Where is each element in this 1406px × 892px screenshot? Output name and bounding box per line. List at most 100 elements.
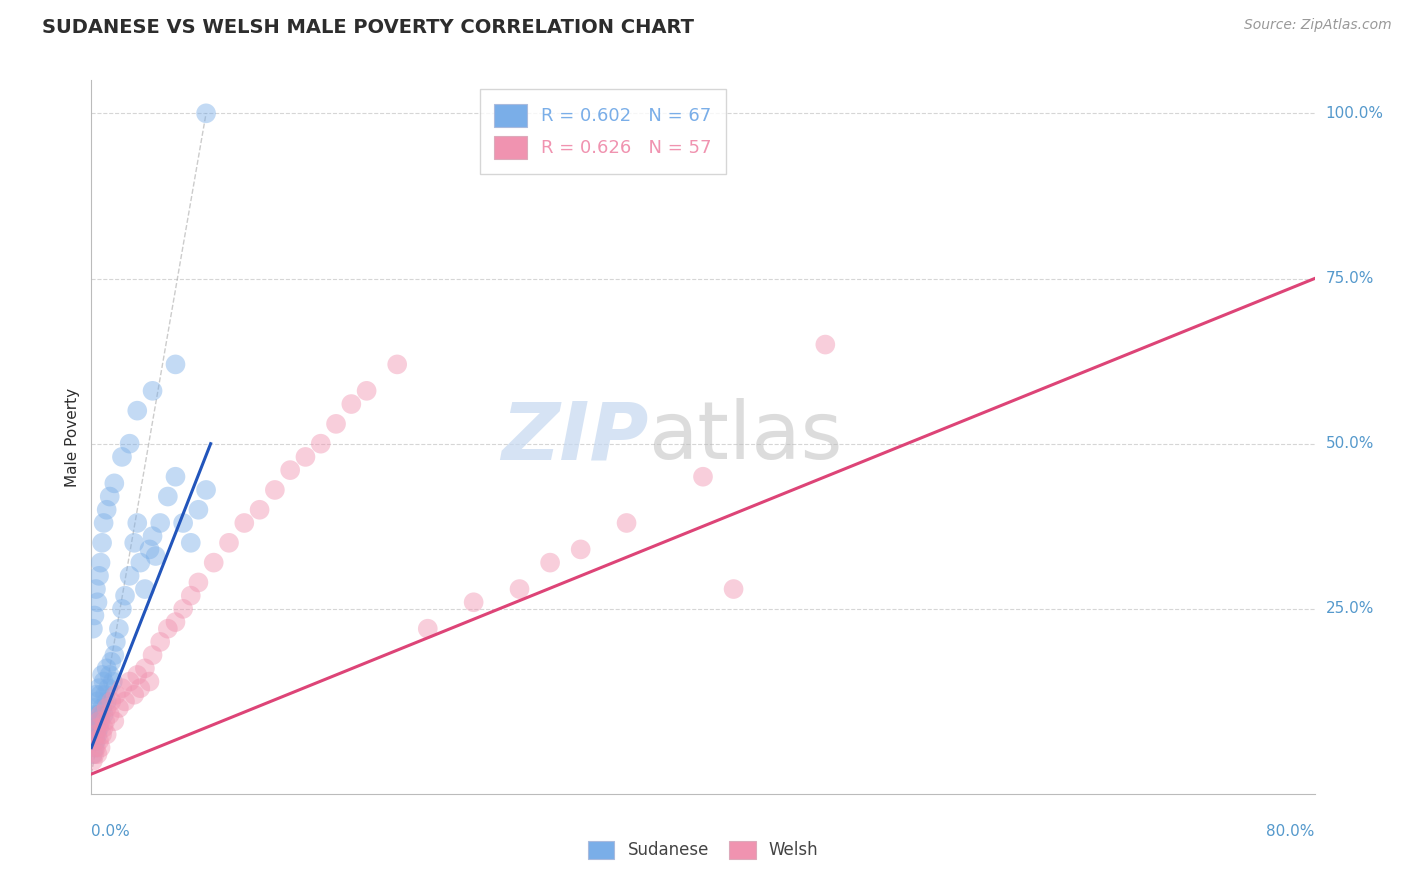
Point	[187, 502, 209, 516]
Point	[84, 721, 107, 735]
Point	[91, 701, 114, 715]
Point	[86, 595, 108, 609]
Point	[127, 668, 149, 682]
Point	[180, 589, 202, 603]
Text: 75.0%: 75.0%	[1326, 271, 1374, 286]
Point	[84, 727, 107, 741]
Point	[87, 734, 110, 748]
Point	[83, 747, 105, 762]
Point	[416, 622, 439, 636]
Point	[138, 674, 160, 689]
Point	[111, 602, 134, 616]
Point	[83, 608, 105, 623]
Point	[309, 436, 332, 450]
Point	[141, 384, 163, 398]
Text: atlas: atlas	[648, 398, 842, 476]
Point	[87, 569, 110, 583]
Point	[692, 469, 714, 483]
Point	[141, 648, 163, 662]
Point	[202, 556, 225, 570]
Point	[87, 714, 110, 729]
Point	[82, 747, 104, 762]
Point	[83, 740, 105, 755]
Legend: Sudanese, Welsh: Sudanese, Welsh	[579, 832, 827, 868]
Point	[84, 734, 107, 748]
Point	[101, 674, 124, 689]
Point	[356, 384, 378, 398]
Point	[138, 542, 160, 557]
Y-axis label: Male Poverty: Male Poverty	[65, 387, 80, 487]
Point	[94, 688, 117, 702]
Point	[616, 516, 638, 530]
Text: Source: ZipAtlas.com: Source: ZipAtlas.com	[1244, 18, 1392, 32]
Text: ZIP: ZIP	[501, 398, 648, 476]
Point	[114, 694, 136, 708]
Point	[91, 536, 114, 550]
Point	[100, 655, 122, 669]
Point	[172, 602, 194, 616]
Point	[103, 714, 125, 729]
Point	[149, 635, 172, 649]
Text: SUDANESE VS WELSH MALE POVERTY CORRELATION CHART: SUDANESE VS WELSH MALE POVERTY CORRELATI…	[42, 18, 695, 37]
Point	[86, 714, 108, 729]
Text: 100.0%: 100.0%	[1326, 106, 1384, 120]
Point	[385, 358, 409, 372]
Point	[122, 688, 145, 702]
Point	[96, 661, 118, 675]
Point	[96, 502, 118, 516]
Point	[569, 542, 592, 557]
Text: 25.0%: 25.0%	[1326, 601, 1374, 616]
Point	[108, 701, 131, 715]
Point	[98, 668, 121, 682]
Point	[249, 502, 271, 516]
Point	[93, 674, 115, 689]
Point	[278, 463, 301, 477]
Point	[98, 490, 121, 504]
Point	[90, 688, 112, 702]
Point	[83, 727, 105, 741]
Point	[118, 436, 141, 450]
Point	[84, 740, 107, 755]
Point	[129, 681, 152, 695]
Point	[723, 582, 745, 596]
Point	[127, 403, 149, 417]
Point	[103, 648, 125, 662]
Point	[84, 582, 107, 596]
Point	[538, 556, 561, 570]
Point	[264, 483, 287, 497]
Point	[156, 622, 179, 636]
Point	[96, 727, 118, 741]
Point	[145, 549, 167, 563]
Point	[509, 582, 531, 596]
Point	[180, 536, 202, 550]
Point	[90, 740, 112, 755]
Point	[165, 615, 187, 629]
Point	[149, 516, 172, 530]
Point	[84, 688, 107, 702]
Point	[156, 490, 179, 504]
Point	[172, 516, 194, 530]
Point	[86, 747, 108, 762]
Point	[83, 714, 105, 729]
Point	[93, 707, 115, 722]
Point	[108, 622, 131, 636]
Point	[233, 516, 256, 530]
Point	[195, 483, 218, 497]
Point	[91, 727, 114, 741]
Point	[134, 582, 156, 596]
Point	[141, 529, 163, 543]
Point	[114, 589, 136, 603]
Point	[104, 635, 127, 649]
Point	[104, 688, 127, 702]
Point	[111, 450, 134, 464]
Point	[340, 397, 363, 411]
Point	[82, 754, 104, 768]
Point	[91, 668, 114, 682]
Point	[294, 450, 316, 464]
Point	[195, 106, 218, 120]
Point	[98, 707, 121, 722]
Point	[87, 707, 110, 722]
Point	[93, 721, 115, 735]
Point	[90, 707, 112, 722]
Point	[103, 476, 125, 491]
